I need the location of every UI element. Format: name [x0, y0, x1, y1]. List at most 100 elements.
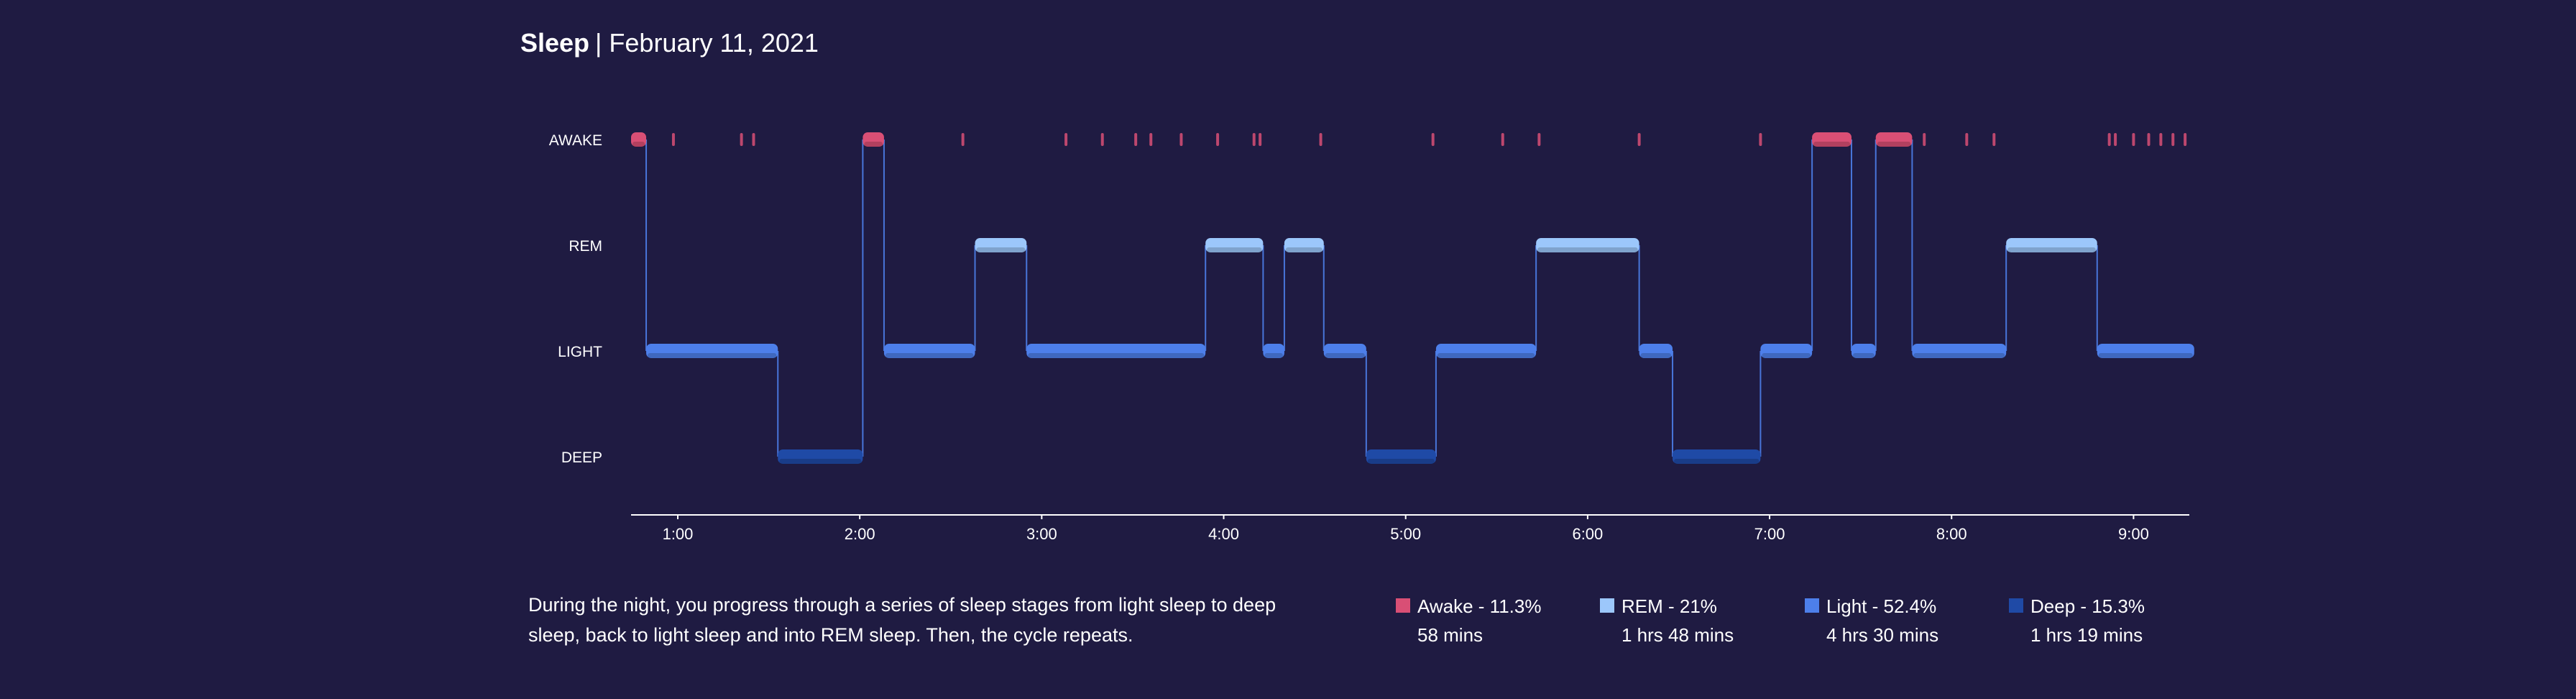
legend-swatch-deep [2009, 598, 2023, 613]
legend-duration-rem: 1 hrs 48 mins [1622, 624, 1734, 646]
brief-awakening-25 [2159, 133, 2163, 146]
y-label-rem: REM [569, 238, 602, 255]
legend-label-rem: REM - 21% [1622, 595, 1717, 617]
segment-light-4 [883, 344, 975, 358]
segment-light-1 [646, 344, 778, 358]
segment-shade-15 [1674, 459, 1760, 464]
segment-awake-0 [631, 132, 647, 147]
segment-shade-9 [1285, 247, 1322, 252]
x-tick-label-6: 7:00 [1754, 525, 1785, 543]
segment-shade-13 [1537, 247, 1638, 252]
segment-light-14 [1639, 344, 1673, 358]
segment-light-18 [1851, 344, 1876, 358]
segment-shade-3 [864, 142, 883, 147]
segment-light-16 [1760, 344, 1813, 358]
brief-awakening-20 [1992, 133, 1996, 146]
segment-shade-2 [779, 459, 862, 464]
legend-swatch-light [1805, 598, 1819, 613]
segment-rem-13 [1536, 238, 1639, 252]
segment-rem-9 [1284, 238, 1324, 252]
segment-light-20 [1912, 344, 2007, 358]
segment-shade-5 [976, 247, 1026, 252]
x-tick-label-0: 1:00 [663, 525, 694, 543]
title-separator: | [595, 28, 602, 58]
brief-awakening-10 [1252, 133, 1256, 146]
segment-shade-10 [1325, 353, 1365, 358]
legend-label-awake: Awake - 11.3% [1417, 595, 1542, 617]
brief-awakening-26 [2171, 133, 2175, 146]
x-tick-label-3: 4:00 [1208, 525, 1239, 543]
brief-awakening-9 [1216, 133, 1220, 146]
segment-shade-8 [1264, 353, 1283, 358]
segment-shade-6 [1028, 353, 1205, 358]
brief-awakening-27 [2184, 133, 2187, 146]
segment-light-6 [1026, 344, 1206, 358]
y-label-light: LIGHT [558, 344, 602, 360]
title: Sleep [520, 28, 590, 58]
legend-duration-deep: 1 hrs 19 mins [2030, 624, 2143, 646]
brief-awakening-12 [1319, 133, 1322, 146]
brief-awakening-17 [1759, 133, 1762, 146]
segment-awake-17 [1812, 132, 1852, 147]
segment-shade-1 [648, 353, 777, 358]
segment-light-10 [1323, 344, 1366, 358]
brief-awakening-11 [1259, 133, 1262, 146]
brief-awakening-5 [1100, 133, 1104, 146]
brief-awakening-2 [752, 133, 755, 146]
y-label-deep: DEEP [561, 449, 602, 466]
brief-awakening-16 [1637, 133, 1641, 146]
segment-shade-0 [632, 142, 645, 147]
legend-duration-awake: 58 mins [1417, 624, 1484, 646]
segment-shade-16 [1762, 353, 1811, 358]
brief-awakening-14 [1501, 133, 1504, 146]
x-tick-label-5: 6:00 [1572, 525, 1603, 543]
segment-shade-22 [2098, 353, 2193, 358]
page-title: Sleep | February 11, 2021 [520, 26, 819, 60]
brief-awakening-22 [2114, 133, 2117, 146]
brief-awakening-6 [1134, 133, 1138, 146]
brief-awakening-4 [1064, 133, 1068, 146]
x-tick-label-2: 3:00 [1026, 525, 1057, 543]
segment-shade-12 [1437, 353, 1535, 358]
brief-awakening-13 [1431, 133, 1435, 146]
brief-awakening-15 [1537, 133, 1541, 146]
y-label-awake: AWAKE [549, 132, 602, 149]
segment-shade-11 [1367, 459, 1435, 464]
x-tick-label-7: 8:00 [1936, 525, 1967, 543]
brief-awakening-19 [1965, 133, 1969, 146]
segment-awake-19 [1875, 132, 1913, 147]
segment-shade-17 [1813, 142, 1850, 147]
legend-label-deep: Deep - 15.3% [2030, 595, 2145, 617]
segment-deep-2 [778, 449, 863, 464]
segment-shade-21 [2007, 247, 2096, 252]
brief-awakening-7 [1149, 133, 1153, 146]
segment-shade-20 [1913, 353, 2005, 358]
brief-awakening-1 [740, 133, 743, 146]
segment-shade-18 [1852, 353, 1874, 358]
segment-shade-4 [885, 353, 974, 358]
brief-awakening-24 [2147, 133, 2150, 146]
x-tick-label-1: 2:00 [845, 525, 875, 543]
brief-awakening-18 [1923, 133, 1926, 146]
brief-awakening-0 [671, 133, 675, 146]
segment-deep-15 [1673, 449, 1761, 464]
legend-swatch-rem [1600, 598, 1614, 613]
brief-awakening-23 [2132, 133, 2135, 146]
segment-rem-7 [1205, 238, 1264, 252]
segment-light-22 [2097, 344, 2194, 358]
brief-awakening-8 [1179, 133, 1183, 146]
description: During the night, you progress through a… [528, 594, 1276, 646]
segment-shade-19 [1877, 142, 1911, 147]
segment-awake-3 [862, 132, 884, 147]
legend-swatch-awake [1396, 598, 1410, 613]
segment-light-8 [1263, 344, 1284, 358]
segment-shade-7 [1207, 247, 1262, 252]
legend-label-light: Light - 52.4% [1826, 595, 1937, 617]
date: February 11, 2021 [609, 28, 819, 58]
segment-deep-11 [1366, 449, 1436, 464]
legend-duration-light: 4 hrs 30 mins [1826, 624, 1939, 646]
segment-rem-21 [2006, 238, 2097, 252]
x-tick-label-8: 9:00 [2118, 525, 2149, 543]
segment-shade-14 [1640, 353, 1672, 358]
